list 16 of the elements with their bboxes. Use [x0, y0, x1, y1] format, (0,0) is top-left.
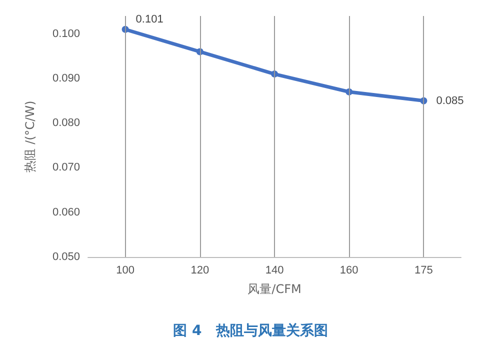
x-tick-label: 160	[340, 264, 358, 276]
y-tick-label: 0.070	[52, 162, 80, 174]
y-tick-label: 0.050	[52, 251, 80, 263]
y-tick-label: 0.060	[52, 206, 80, 218]
x-axis-title: 风量/CFM	[248, 282, 302, 296]
x-tick-label: 140	[265, 264, 284, 276]
x-tick-label: 175	[414, 264, 433, 276]
y-tick-label: 0.080	[52, 117, 80, 130]
x-tick-label: 100	[116, 264, 134, 276]
y-tick-label: 0.090	[52, 72, 80, 84]
y-axis-title: 热阻 /(°C/W)	[23, 100, 37, 172]
data-label: 0.101	[136, 13, 164, 26]
x-tick-label: 120	[190, 264, 210, 276]
y-tick-label: 0.100	[52, 28, 80, 40]
text: 图 4 热阻与风量关系图	[173, 322, 328, 339]
data-label: 0.085	[436, 94, 464, 107]
